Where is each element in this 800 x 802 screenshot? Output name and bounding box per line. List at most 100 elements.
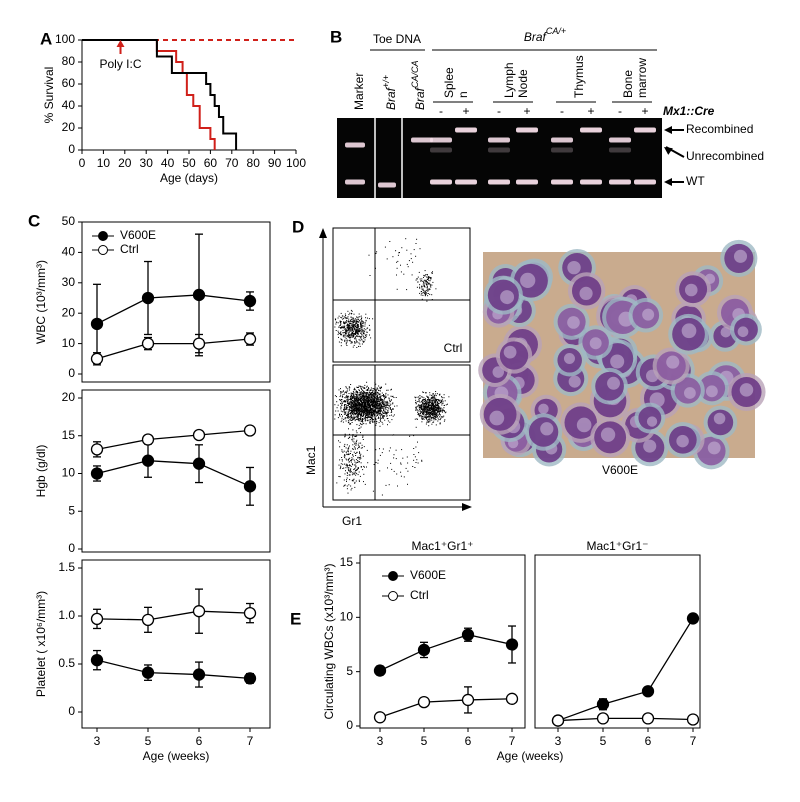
flow-event xyxy=(440,410,442,412)
flow-event xyxy=(353,404,355,406)
flow-event xyxy=(432,401,433,403)
flow-event xyxy=(347,415,349,417)
flow-event xyxy=(362,322,364,323)
flow-event xyxy=(340,321,342,323)
flow-event xyxy=(429,399,431,401)
flow-event xyxy=(371,420,373,422)
legend-label: Ctrl xyxy=(120,242,139,256)
y-tick-label: 0.5 xyxy=(58,656,75,670)
flow-event xyxy=(428,404,430,405)
flow-event xyxy=(359,407,361,409)
flow-event xyxy=(369,419,371,420)
flow-event xyxy=(379,393,380,395)
flow-event xyxy=(427,405,429,407)
flow-event xyxy=(429,276,431,278)
flow-event xyxy=(431,272,433,274)
flow-event xyxy=(431,416,432,418)
flow-event xyxy=(378,405,379,407)
flow-event xyxy=(381,405,383,407)
flow-event xyxy=(351,393,353,395)
x-tick-label: 10 xyxy=(97,156,111,170)
flow-event xyxy=(352,429,354,431)
flow-event xyxy=(353,412,355,413)
flow-event xyxy=(366,466,367,468)
flow-event xyxy=(356,331,358,333)
flow-event xyxy=(375,420,377,422)
flow-event xyxy=(362,396,364,398)
flow-event xyxy=(371,393,373,395)
flow-event xyxy=(433,408,435,410)
flow-event xyxy=(437,420,439,422)
flow-event xyxy=(401,247,403,249)
flow-event xyxy=(399,252,400,253)
flow-event xyxy=(355,465,357,467)
flow-event xyxy=(356,435,358,437)
flow-event xyxy=(369,400,370,402)
flow-event xyxy=(418,400,420,402)
flow-event xyxy=(372,408,374,410)
flow-event xyxy=(344,401,346,403)
flow-event xyxy=(338,440,339,442)
flow-event xyxy=(391,414,392,416)
flow-event xyxy=(385,484,387,486)
flow-event xyxy=(363,393,365,395)
flow-event xyxy=(394,405,396,407)
flow-event xyxy=(344,404,346,405)
flow-event xyxy=(362,455,364,457)
flow-event xyxy=(372,392,374,394)
braf-sup: +/+ xyxy=(381,75,391,88)
flow-event xyxy=(407,470,409,472)
flow-event xyxy=(421,298,423,300)
flow-event xyxy=(428,406,430,408)
gel-band xyxy=(551,179,573,185)
flow-event xyxy=(444,412,446,414)
flow-event xyxy=(431,404,433,406)
flow-event xyxy=(343,407,345,409)
flow-event xyxy=(384,410,386,412)
flow-event xyxy=(426,406,428,408)
flow-event xyxy=(346,394,348,396)
flow-event xyxy=(355,462,357,464)
flow-event xyxy=(368,403,370,405)
flow-event xyxy=(427,421,429,423)
flow-event xyxy=(346,413,348,415)
flow-event xyxy=(431,413,433,415)
flow-event xyxy=(357,318,359,320)
flow-event xyxy=(356,324,358,325)
flow-event xyxy=(430,407,432,409)
flow-event xyxy=(370,394,372,396)
flow-event xyxy=(374,401,376,403)
flow-event xyxy=(355,444,357,446)
flow-event xyxy=(377,404,379,406)
flow-event xyxy=(355,320,357,322)
flow-event xyxy=(340,388,341,390)
flow-event xyxy=(428,403,430,405)
flow-event xyxy=(397,254,399,256)
flow-event xyxy=(422,403,424,405)
flow-event xyxy=(351,318,353,320)
flow-event xyxy=(367,400,369,402)
flow-event xyxy=(347,321,349,322)
flow-event xyxy=(382,415,384,417)
flow-event xyxy=(357,331,359,332)
flow-event xyxy=(368,396,370,398)
flow-event xyxy=(349,410,351,412)
flow-event xyxy=(350,423,351,425)
flow-event xyxy=(344,313,346,315)
flow-event xyxy=(433,396,435,398)
flow-event xyxy=(337,333,339,335)
flow-event xyxy=(385,397,387,398)
flow-event xyxy=(379,386,381,388)
flow-event xyxy=(372,401,374,403)
flow-event xyxy=(352,400,353,401)
flow-event xyxy=(352,395,354,397)
flow-event xyxy=(386,404,388,406)
flow-event xyxy=(370,414,372,416)
flow-event xyxy=(359,403,361,405)
flow-event xyxy=(418,414,420,416)
flow-event xyxy=(359,410,361,412)
flow-event xyxy=(343,316,345,318)
flow-event xyxy=(393,434,395,436)
flow-event xyxy=(391,468,393,470)
flow-event xyxy=(426,281,428,283)
